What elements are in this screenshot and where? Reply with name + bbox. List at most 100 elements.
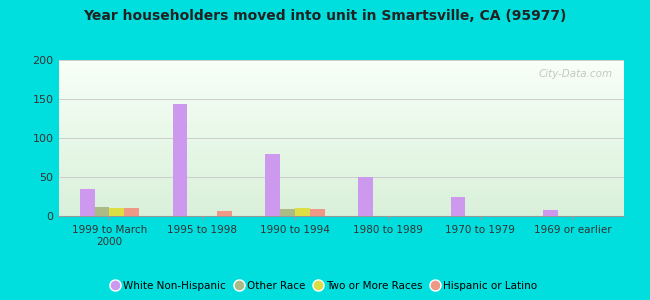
Bar <box>450 196 465 216</box>
Bar <box>58 214 624 215</box>
Bar <box>58 79 624 80</box>
Bar <box>58 71 624 72</box>
Bar <box>58 155 624 156</box>
Bar <box>95 207 109 216</box>
Bar <box>58 89 624 90</box>
Bar <box>58 201 624 202</box>
Bar <box>58 132 624 133</box>
Bar <box>58 150 624 151</box>
Bar <box>58 138 624 139</box>
Bar <box>109 208 124 216</box>
Bar <box>58 181 624 182</box>
Bar <box>58 136 624 137</box>
Bar <box>80 189 95 216</box>
Bar <box>58 156 624 157</box>
Bar <box>58 115 624 116</box>
Bar <box>58 183 624 184</box>
Bar <box>58 175 624 176</box>
Bar <box>58 62 624 63</box>
Bar <box>58 101 624 102</box>
Bar <box>58 61 624 62</box>
Bar <box>58 189 624 190</box>
Bar <box>58 190 624 191</box>
Bar <box>58 199 624 200</box>
Bar <box>58 110 624 111</box>
Bar <box>58 198 624 199</box>
Bar <box>58 185 624 186</box>
Bar <box>58 109 624 110</box>
Bar <box>58 75 624 76</box>
Bar <box>58 191 624 192</box>
Bar <box>58 203 624 204</box>
Bar <box>58 112 624 113</box>
Bar <box>58 196 624 197</box>
Bar <box>58 149 624 150</box>
Bar <box>58 173 624 174</box>
Bar <box>58 125 624 126</box>
Bar <box>58 154 624 155</box>
Bar <box>58 93 624 94</box>
Bar <box>58 205 624 206</box>
Bar <box>58 144 624 145</box>
Bar <box>58 80 624 81</box>
Bar <box>58 168 624 169</box>
Bar <box>58 107 624 108</box>
Bar <box>58 137 624 138</box>
Bar <box>58 213 624 214</box>
Bar <box>58 171 624 172</box>
Bar <box>58 77 624 78</box>
Bar <box>58 162 624 163</box>
Bar <box>58 159 624 160</box>
Bar <box>58 176 624 177</box>
Bar <box>58 151 624 152</box>
Bar <box>58 78 624 79</box>
Bar <box>58 61 624 62</box>
Bar <box>58 178 624 179</box>
Bar <box>58 121 624 122</box>
Bar <box>58 81 624 82</box>
Bar <box>58 160 624 161</box>
Bar <box>58 68 624 69</box>
Bar <box>58 170 624 171</box>
Bar <box>58 153 624 154</box>
Bar <box>58 85 624 86</box>
Bar <box>58 67 624 68</box>
Bar <box>58 87 624 88</box>
Bar <box>58 169 624 170</box>
Bar <box>58 146 624 147</box>
Bar <box>58 60 624 61</box>
Bar <box>58 212 624 213</box>
Bar <box>58 133 624 134</box>
Bar <box>58 70 624 71</box>
Bar <box>58 167 624 168</box>
Bar <box>58 69 624 70</box>
Bar <box>58 74 624 75</box>
Bar <box>58 177 624 178</box>
Bar <box>58 120 624 121</box>
Bar <box>58 210 624 211</box>
Bar <box>58 104 624 105</box>
Bar <box>58 194 624 195</box>
Bar <box>58 100 624 101</box>
Bar <box>58 215 624 216</box>
Bar <box>124 208 139 216</box>
Bar <box>58 186 624 187</box>
Bar <box>58 76 624 77</box>
Bar <box>58 111 624 112</box>
Text: City-Data.com: City-Data.com <box>539 69 613 80</box>
Bar <box>58 113 624 114</box>
Bar <box>58 84 624 85</box>
Bar <box>58 200 624 201</box>
Bar <box>58 207 624 208</box>
Bar <box>58 179 624 180</box>
Bar <box>58 197 624 198</box>
Bar <box>58 91 624 92</box>
Bar <box>58 129 624 130</box>
Bar <box>58 141 624 142</box>
Bar <box>217 211 232 216</box>
Bar <box>58 188 624 189</box>
Bar <box>310 209 324 216</box>
Bar <box>358 177 372 216</box>
Bar <box>58 127 624 128</box>
Bar <box>58 96 624 97</box>
